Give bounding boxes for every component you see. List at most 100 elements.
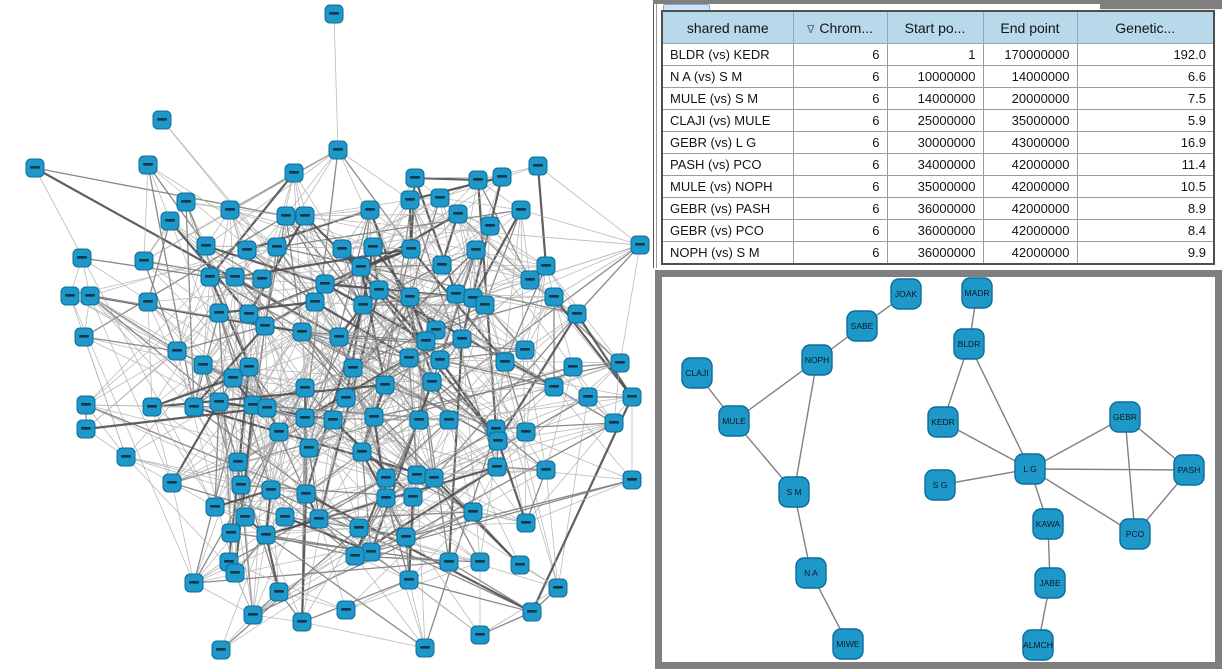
- graph-node[interactable]: [516, 422, 536, 442]
- graph-edge[interactable]: [83, 336, 178, 352]
- graph-node[interactable]: NOPH: [801, 344, 833, 376]
- graph-node[interactable]: [239, 304, 259, 324]
- graph-node[interactable]: [416, 331, 436, 351]
- table-row[interactable]: PASH (vs) PCO 6 34000000 42000000 11.4: [661, 153, 1215, 176]
- graph-node[interactable]: [336, 388, 356, 408]
- graph-edge[interactable]: [202, 278, 263, 366]
- graph-node[interactable]: [243, 605, 263, 625]
- graph-edge[interactable]: [472, 209, 522, 299]
- graph-edge[interactable]: [439, 359, 633, 398]
- node-shape[interactable]: [1173, 454, 1205, 486]
- graph-node[interactable]: [220, 200, 240, 220]
- graph-edge[interactable]: [176, 276, 236, 352]
- filter-icon[interactable]: ∇: [806, 23, 815, 36]
- graph-node[interactable]: [239, 357, 259, 377]
- graph-node[interactable]: [480, 216, 500, 236]
- graph-node[interactable]: [578, 387, 598, 407]
- node-shape[interactable]: [832, 628, 864, 660]
- graph-edge[interactable]: [248, 215, 306, 315]
- graph-edge[interactable]: [496, 440, 528, 524]
- graph-node[interactable]: [536, 256, 556, 276]
- graph-node[interactable]: [324, 4, 344, 24]
- column-header[interactable]: shared name: [661, 10, 794, 44]
- attribute-table[interactable]: shared name ∇ Chrom... Start po... End point…: [661, 10, 1215, 265]
- graph-edge[interactable]: [252, 296, 411, 406]
- graph-edge[interactable]: [284, 477, 387, 518]
- table-cell[interactable]: 6: [792, 241, 888, 265]
- graph-edge[interactable]: [265, 527, 360, 536]
- graph-edge[interactable]: [232, 377, 306, 419]
- graph-edge[interactable]: [264, 325, 306, 419]
- graph-edge[interactable]: [373, 416, 418, 476]
- graph-edge[interactable]: [405, 511, 474, 538]
- table-cell[interactable]: NOPH (vs) S M: [661, 241, 794, 265]
- graph-edge[interactable]: [345, 579, 410, 611]
- graph-node[interactable]: [209, 303, 229, 323]
- graph-edge[interactable]: [576, 244, 641, 315]
- graph-node[interactable]: [396, 527, 416, 547]
- graph-edge[interactable]: [385, 296, 555, 479]
- graph-edge[interactable]: [408, 579, 533, 613]
- graph-node[interactable]: [400, 190, 420, 210]
- graph-node[interactable]: [255, 316, 275, 336]
- graph-edge[interactable]: [495, 209, 522, 430]
- graph-edge[interactable]: [369, 381, 434, 553]
- graph-edge[interactable]: [304, 215, 326, 285]
- graph-node[interactable]: [223, 368, 243, 388]
- graph-edge[interactable]: [252, 555, 356, 616]
- graph-edge[interactable]: [85, 404, 307, 495]
- graph-edge[interactable]: [613, 362, 621, 424]
- graph-node[interactable]: [439, 410, 459, 430]
- table-cell[interactable]: 8.9: [1076, 197, 1215, 220]
- graph-edge[interactable]: [433, 313, 578, 479]
- table-cell[interactable]: 16.9: [1076, 131, 1215, 154]
- graph-edge[interactable]: [305, 493, 533, 613]
- graph-edge[interactable]: [545, 469, 559, 589]
- graph-edge[interactable]: [338, 293, 457, 338]
- graph-edge[interactable]: [333, 13, 339, 151]
- graph-node[interactable]: [200, 267, 220, 287]
- table-cell[interactable]: 6: [792, 65, 888, 88]
- graph-edge[interactable]: [265, 534, 303, 623]
- graph-node[interactable]: [295, 408, 315, 428]
- graph-edge[interactable]: [475, 176, 503, 251]
- table-row[interactable]: MULE (vs) S M 6 14000000 20000000 7.5: [661, 87, 1215, 110]
- graph-node[interactable]: [360, 200, 380, 220]
- graph-node[interactable]: [520, 270, 540, 290]
- graph-edge[interactable]: [205, 149, 339, 247]
- graph-node[interactable]: [76, 395, 96, 415]
- network-detail-panel[interactable]: JOAK SABE NOPH CLAJI MULE S M N A MIWE MADR BLDR K…: [655, 270, 1222, 669]
- graph-edge[interactable]: [285, 215, 641, 246]
- graph-edge[interactable]: [557, 396, 589, 589]
- table-cell[interactable]: 6: [792, 131, 888, 154]
- graph-edge[interactable]: [304, 387, 474, 513]
- graph-edge[interactable]: [361, 419, 450, 453]
- graph-edge[interactable]: [147, 265, 547, 303]
- graph-node[interactable]: MADR: [961, 277, 993, 309]
- graph-edge[interactable]: [246, 249, 326, 285]
- graph-node[interactable]: [511, 200, 531, 220]
- graph-edge[interactable]: [318, 511, 474, 520]
- graph-edge[interactable]: [448, 419, 474, 513]
- graph-node[interactable]: [60, 286, 80, 306]
- graph-node[interactable]: [261, 480, 281, 500]
- graph-node[interactable]: [275, 507, 295, 527]
- graph-node[interactable]: [211, 640, 231, 660]
- graph-edge[interactable]: [176, 149, 339, 352]
- graph-edge[interactable]: [301, 621, 426, 649]
- graph-edge[interactable]: [278, 431, 363, 453]
- graph-edge[interactable]: [455, 179, 479, 295]
- graph-node[interactable]: [364, 407, 384, 427]
- graph-node[interactable]: [375, 375, 395, 395]
- graph-node[interactable]: [403, 487, 423, 507]
- graph-edge[interactable]: [409, 296, 506, 363]
- graph-node[interactable]: [470, 552, 490, 572]
- node-shape[interactable]: [778, 476, 810, 508]
- graph-edge[interactable]: [358, 522, 527, 529]
- graph-node[interactable]: [422, 372, 442, 392]
- graph-node[interactable]: [528, 156, 548, 176]
- graph-edge[interactable]: [85, 406, 268, 431]
- graph-edge[interactable]: [531, 396, 633, 613]
- graph-node[interactable]: [488, 431, 508, 451]
- graph-edge[interactable]: [448, 419, 527, 524]
